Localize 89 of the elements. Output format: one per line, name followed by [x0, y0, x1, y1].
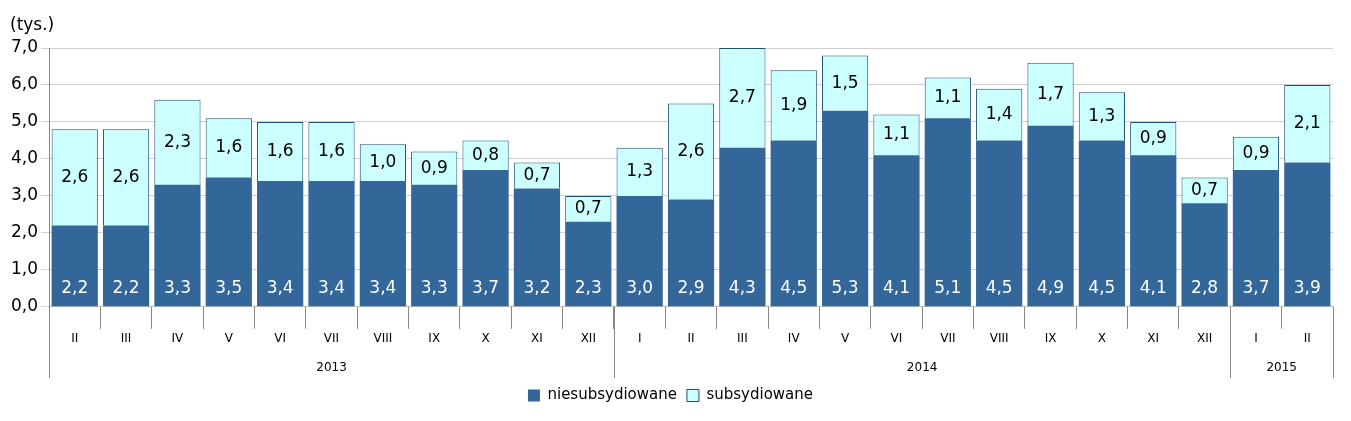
data-label: 3,0 [626, 276, 654, 297]
y-tick-label: 3,0 [10, 184, 39, 205]
data-label: 3,2 [523, 276, 551, 297]
data-label: 3,7 [472, 276, 500, 297]
text: 2015 [1266, 360, 1297, 375]
legend-label: subsydiowane [706, 385, 814, 404]
x-tick-label: IV [171, 331, 185, 346]
data-label: 4,1 [1139, 276, 1167, 297]
x-tick-label: VIII [373, 331, 393, 346]
data-label: 2,9 [677, 276, 705, 297]
legend-label: niesubsydiowane [547, 385, 677, 404]
x-tick-label: XI [531, 331, 543, 346]
x-tick-label: I [1254, 331, 1258, 346]
data-label: 0,9 [420, 156, 448, 177]
x-tick-label: III [737, 331, 748, 346]
data-label: 2,7 [728, 86, 756, 107]
data-label: 4,5 [780, 276, 808, 297]
x-tick-label: VI [890, 331, 903, 346]
x-tick-label: VI [274, 331, 287, 346]
data-label: 1,4 [985, 102, 1013, 123]
text: 2013 [316, 360, 347, 375]
data-label: 0,8 [472, 143, 500, 164]
x-tick-label: XII [1196, 331, 1213, 346]
y-axis-title: (tys.) [10, 14, 55, 35]
x-tick-label: IX [428, 331, 441, 346]
data-label: 2,2 [61, 276, 89, 297]
data-label: 3,3 [163, 276, 191, 297]
data-label: 3,4 [369, 276, 397, 297]
data-label: 1,1 [934, 86, 962, 107]
x-tick-label: II [1303, 331, 1311, 346]
data-label: 3,4 [266, 276, 294, 297]
x-tick-label: XII [580, 331, 596, 346]
y-tick-label: 7,0 [10, 36, 39, 57]
data-label: 1,7 [1037, 82, 1065, 103]
data-label: 3,9 [1293, 276, 1321, 297]
data-label: 3,5 [215, 276, 243, 297]
x-tick-label: IV [787, 331, 801, 346]
data-label: 2,3 [163, 130, 191, 151]
x-tick-label: XI [1147, 331, 1160, 346]
x-tick-label: VII [940, 331, 956, 346]
data-label: 1,3 [626, 160, 654, 181]
data-label: 4,5 [1088, 276, 1116, 297]
y-tick-label: 5,0 [10, 110, 39, 131]
data-label: 5,1 [934, 276, 962, 297]
x-tick-label: II [687, 331, 695, 346]
data-label: 0,9 [1139, 127, 1167, 147]
x-tick-label: IX [1044, 331, 1057, 346]
x-tick-label: X [1097, 331, 1106, 346]
x-tick-label: V [224, 331, 234, 346]
text: 2014 [906, 360, 938, 375]
data-label: 2,6 [677, 139, 705, 160]
y-tick-label: 4,0 [10, 147, 39, 168]
data-label: 2,6 [112, 165, 140, 186]
data-label: 0,7 [523, 163, 551, 184]
data-label: 4,9 [1037, 276, 1065, 297]
data-label: 4,3 [728, 276, 756, 297]
data-label: 4,5 [985, 276, 1013, 297]
data-label: 1,9 [780, 93, 808, 114]
data-label: 4,1 [882, 276, 910, 297]
data-label: 3,3 [420, 276, 448, 297]
x-tick-label: I [637, 331, 642, 346]
data-label: 0,9 [1242, 141, 1270, 162]
x-tick-label: VII [323, 331, 340, 346]
data-label: 1,3 [1088, 104, 1116, 125]
data-label: 1,6 [317, 139, 346, 160]
data-label: 1,0 [369, 151, 397, 172]
y-tick-label: 6,0 [10, 73, 39, 94]
data-label: 2,6 [61, 165, 89, 186]
data-label: 0,7 [574, 197, 602, 218]
data-label: 1,6 [266, 139, 294, 160]
data-label: 2,3 [574, 276, 602, 297]
data-label: 5,3 [831, 276, 859, 297]
y-tick-label: 2,0 [10, 221, 39, 242]
data-label: 3,4 [317, 276, 346, 297]
data-label: 0,7 [1191, 178, 1219, 199]
x-tick-label: III [120, 331, 132, 346]
x-tick-label: II [71, 331, 79, 346]
data-label: 1,6 [215, 136, 243, 157]
data-label: 3,7 [1242, 276, 1270, 297]
data-label: 2,8 [1191, 276, 1219, 297]
y-tick-label: 1,0 [10, 258, 39, 279]
data-label: 2,1 [1293, 112, 1321, 133]
y-tick-label: 0,0 [10, 295, 39, 316]
data-label: 1,1 [882, 123, 910, 144]
x-tick-label: V [840, 331, 850, 346]
x-tick-label: VIII [989, 331, 1009, 346]
x-tick-label: X [481, 331, 490, 346]
data-label: 1,5 [831, 71, 859, 92]
data-label: 2,2 [112, 276, 140, 297]
